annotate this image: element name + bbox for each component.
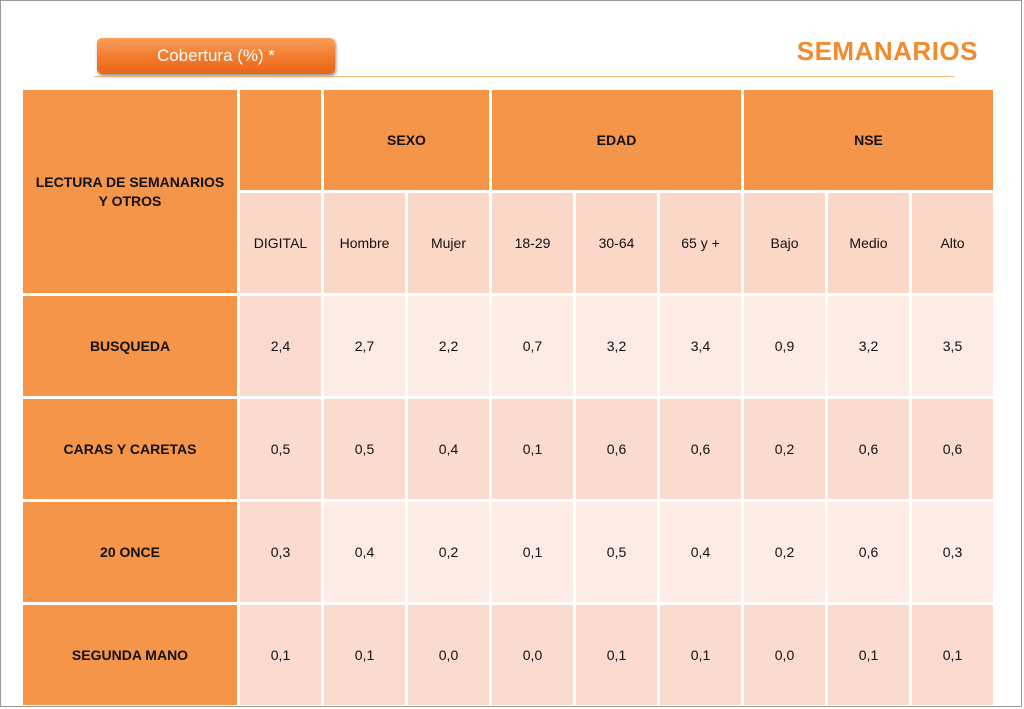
column-header: DIGITAL [240, 193, 321, 293]
table-cell: 0,0 [492, 605, 573, 705]
table-cell: 0,6 [576, 399, 657, 499]
row-label: 20 ONCE [23, 502, 237, 602]
table-cell: 0,9 [744, 296, 825, 396]
row-label: SEGUNDA MANO [23, 605, 237, 705]
corner-label: LECTURA DE SEMANARIOS Y OTROS [35, 173, 225, 209]
column-header: Bajo [744, 193, 825, 293]
row-label: CARAS Y CARETAS [23, 399, 237, 499]
table-cell: 3,4 [660, 296, 741, 396]
table-cell: 0,2 [408, 502, 489, 602]
table-cell: 0,5 [240, 399, 321, 499]
table-cell: 0,0 [744, 605, 825, 705]
column-header: Medio [828, 193, 909, 293]
table-cell: 0,4 [660, 502, 741, 602]
corner-label-cell: LECTURA DE SEMANARIOS Y OTROS [23, 90, 237, 293]
column-header: 30-64 [576, 193, 657, 293]
table-cell: 0,6 [912, 399, 993, 499]
table-cell: 0,2 [744, 399, 825, 499]
table-cell: 0,1 [660, 605, 741, 705]
table-cell: 0,1 [492, 399, 573, 499]
table-cell: 2,4 [240, 296, 321, 396]
table-cell: 0,1 [240, 605, 321, 705]
table-cell: 0,1 [576, 605, 657, 705]
group-header-sexo: SEXO [324, 90, 489, 190]
coverage-badge-label: Cobertura (%) * [156, 46, 276, 65]
row-label: BUSQUEDA [23, 296, 237, 396]
group-header-nse: NSE [744, 90, 993, 190]
table-row: 20 ONCE 0,3 0,4 0,2 0,1 0,5 0,4 0,2 0,6 … [23, 502, 993, 602]
column-header: 18-29 [492, 193, 573, 293]
coverage-badge: Cobertura (%) * [97, 38, 335, 74]
column-header: Mujer [408, 193, 489, 293]
table-cell: 0,5 [324, 399, 405, 499]
column-header: Alto [912, 193, 993, 293]
table-cell: 0,6 [828, 502, 909, 602]
group-header-blank [240, 90, 321, 190]
table-cell: 0,1 [828, 605, 909, 705]
table-cell: 3,2 [576, 296, 657, 396]
table-cell: 2,2 [408, 296, 489, 396]
table-cell: 3,5 [912, 296, 993, 396]
table-row: SEGUNDA MANO 0,1 0,1 0,0 0,0 0,1 0,1 0,0… [23, 605, 993, 705]
table-cell: 0,5 [576, 502, 657, 602]
page-title: SEMANARIOS [796, 36, 978, 66]
table-cell: 0,1 [912, 605, 993, 705]
group-header-row: LECTURA DE SEMANARIOS Y OTROS SEXO EDAD … [23, 90, 993, 293]
table-row: BUSQUEDA 2,4 2,7 2,2 0,7 3,2 3,4 0,9 3,2… [23, 296, 993, 396]
column-header: 65 y + [660, 193, 741, 293]
table-cell: 0,4 [408, 399, 489, 499]
table-cell: 0,0 [408, 605, 489, 705]
table-cell: 0,2 [744, 502, 825, 602]
table-cell: 2,7 [324, 296, 405, 396]
table-cell: 0,6 [828, 399, 909, 499]
table-cell: 3,2 [828, 296, 909, 396]
column-header: Hombre [324, 193, 405, 293]
table-cell: 0,4 [324, 502, 405, 602]
table-cell: 0,6 [660, 399, 741, 499]
header-divider [94, 76, 954, 77]
column-header-row: DIGITAL Hombre Mujer 18-29 30-64 65 y + … [23, 193, 993, 293]
table-cell: 0,7 [492, 296, 573, 396]
group-header-edad: EDAD [492, 90, 741, 190]
table-cell: 0,1 [492, 502, 573, 602]
table-row: CARAS Y CARETAS 0,5 0,5 0,4 0,1 0,6 0,6 … [23, 399, 993, 499]
table-cell: 0,3 [240, 502, 321, 602]
coverage-table: LECTURA DE SEMANARIOS Y OTROS SEXO EDAD … [20, 87, 996, 708]
table-cell: 0,3 [912, 502, 993, 602]
table-cell: 0,1 [324, 605, 405, 705]
